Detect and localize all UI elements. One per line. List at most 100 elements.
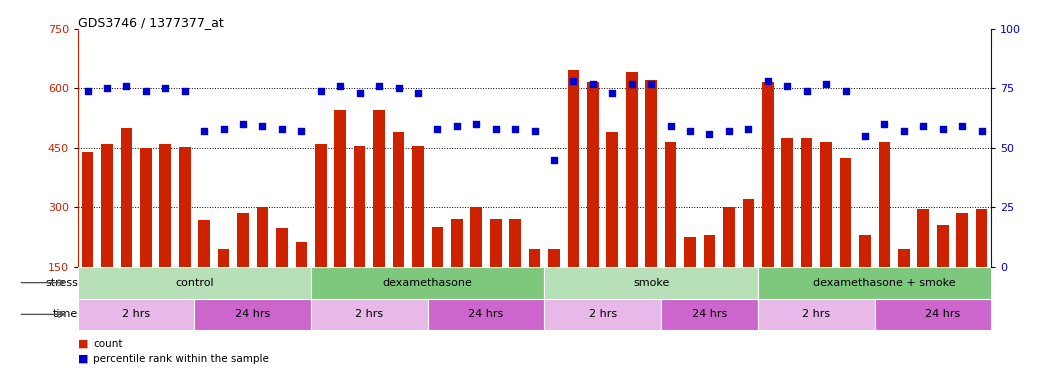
Bar — [684, 237, 695, 267]
Bar — [334, 110, 346, 267]
Point — [526, 128, 543, 134]
Bar — [918, 209, 929, 267]
Point — [332, 83, 349, 89]
Point — [118, 83, 135, 89]
Bar — [782, 138, 793, 267]
Point — [507, 126, 523, 132]
Bar — [801, 138, 813, 267]
Point — [429, 126, 445, 132]
Bar — [820, 142, 831, 267]
Bar — [432, 227, 443, 267]
Point — [624, 81, 640, 87]
Text: ■: ■ — [78, 354, 88, 364]
Point — [390, 85, 407, 91]
Bar — [758, 267, 1011, 298]
Text: percentile rank within the sample: percentile rank within the sample — [93, 354, 269, 364]
Bar — [140, 148, 152, 267]
Point — [196, 128, 213, 134]
Bar — [723, 207, 735, 267]
Bar — [976, 209, 987, 267]
Bar — [315, 144, 327, 267]
Text: 2 hrs: 2 hrs — [122, 310, 151, 319]
Point — [410, 90, 427, 96]
Bar — [956, 213, 968, 267]
Bar — [661, 298, 758, 330]
Bar — [646, 80, 657, 267]
Bar — [78, 267, 311, 298]
Bar — [875, 298, 1011, 330]
Bar — [218, 249, 229, 267]
Bar — [937, 225, 949, 267]
Point — [662, 123, 679, 129]
Point — [760, 78, 776, 84]
Point — [138, 88, 155, 94]
Bar — [179, 147, 191, 267]
Point — [371, 83, 387, 89]
Bar — [758, 298, 875, 330]
Bar — [120, 128, 132, 267]
Point — [351, 90, 367, 96]
Text: 2 hrs: 2 hrs — [589, 310, 617, 319]
Bar — [898, 249, 909, 267]
Bar — [428, 298, 544, 330]
Point — [468, 121, 485, 127]
Point — [876, 121, 893, 127]
Text: 24 hrs: 24 hrs — [692, 310, 727, 319]
Point — [254, 123, 271, 129]
Text: ■: ■ — [78, 339, 88, 349]
Point — [740, 126, 757, 132]
Point — [565, 78, 581, 84]
Point — [546, 157, 563, 163]
Bar — [742, 199, 755, 267]
Point — [176, 88, 193, 94]
Bar — [704, 235, 715, 267]
Bar — [548, 249, 559, 267]
Point — [235, 121, 251, 127]
Point — [215, 126, 231, 132]
Bar — [528, 249, 541, 267]
Point — [682, 128, 699, 134]
Point — [896, 128, 912, 134]
Point — [643, 81, 659, 87]
Bar — [588, 82, 599, 267]
Text: 24 hrs: 24 hrs — [468, 310, 503, 319]
Bar — [311, 298, 428, 330]
Point — [934, 126, 951, 132]
Point — [99, 85, 115, 91]
Text: 2 hrs: 2 hrs — [355, 310, 383, 319]
Bar — [160, 144, 171, 267]
Point — [488, 126, 504, 132]
Bar — [450, 219, 463, 267]
Text: smoke: smoke — [633, 278, 670, 288]
Bar — [568, 70, 579, 267]
Point — [778, 83, 795, 89]
Bar — [296, 242, 307, 267]
Text: 2 hrs: 2 hrs — [802, 310, 830, 319]
Bar — [664, 142, 677, 267]
Point — [79, 88, 95, 94]
Bar — [544, 267, 758, 298]
Point — [838, 88, 854, 94]
Bar — [238, 213, 249, 267]
Bar — [412, 146, 424, 267]
Bar — [392, 132, 405, 267]
Point — [798, 88, 815, 94]
Point — [914, 123, 931, 129]
Bar — [840, 158, 851, 267]
Text: count: count — [93, 339, 122, 349]
Bar — [626, 73, 637, 267]
Bar — [544, 298, 661, 330]
Point — [856, 133, 873, 139]
Bar — [490, 219, 501, 267]
Text: time: time — [53, 310, 78, 319]
Bar — [194, 298, 311, 330]
Point — [604, 90, 621, 96]
Bar — [762, 82, 773, 267]
Bar — [82, 152, 93, 267]
Text: dexamethasone: dexamethasone — [383, 278, 472, 288]
Point — [157, 85, 173, 91]
Bar — [470, 207, 482, 267]
Point — [293, 128, 309, 134]
Bar — [256, 207, 268, 267]
Bar — [78, 298, 194, 330]
